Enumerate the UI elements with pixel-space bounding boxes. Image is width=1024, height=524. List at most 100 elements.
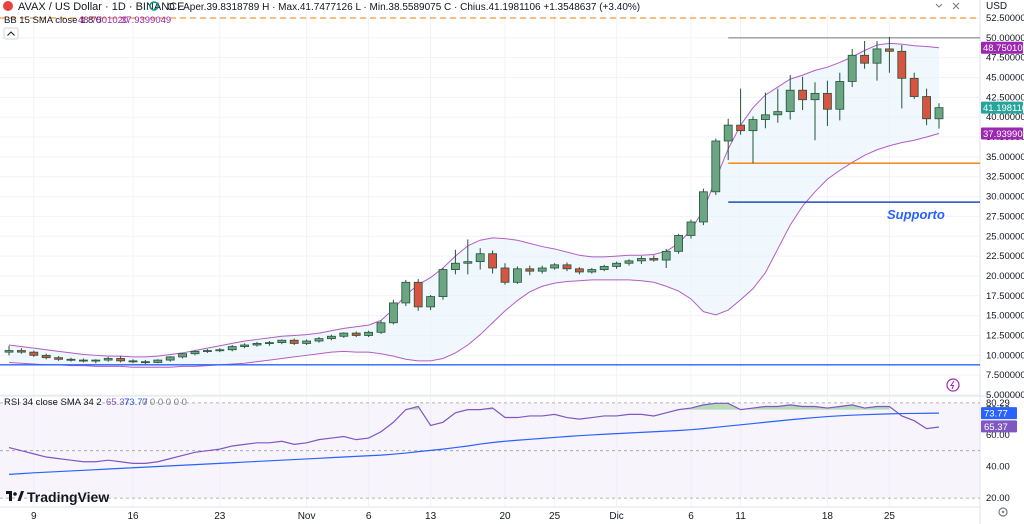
candle[interactable] (885, 37, 894, 73)
candle[interactable] (835, 72, 845, 121)
candle[interactable] (190, 350, 200, 356)
candle[interactable] (314, 337, 324, 343)
candle[interactable] (810, 82, 820, 141)
candle[interactable] (202, 348, 212, 353)
candle[interactable] (587, 268, 597, 274)
rsi-legend-label[interactable]: RSI 34 close SMA 34 2 (4, 397, 102, 408)
candle[interactable] (351, 331, 361, 338)
candle[interactable] (165, 356, 175, 362)
candle[interactable] (388, 299, 398, 325)
candle[interactable] (252, 341, 262, 347)
candle[interactable] (872, 40, 882, 81)
candle[interactable] (16, 348, 26, 354)
rsi-line[interactable] (8, 402, 940, 464)
candle[interactable] (550, 263, 559, 270)
candle[interactable] (326, 334, 336, 341)
candle[interactable] (128, 359, 138, 364)
bb-lower-line[interactable] (8, 133, 940, 368)
candle[interactable] (41, 353, 51, 360)
supporto-annotation[interactable]: Supporto (887, 207, 945, 222)
candle[interactable] (575, 267, 584, 275)
candle[interactable] (264, 341, 274, 346)
price-axis[interactable]: 52.5000000 50.0000000 47.5000000 45.0000000… (981, 13, 1024, 401)
candle[interactable] (860, 40, 869, 69)
flash-button[interactable] (946, 378, 960, 392)
candle[interactable] (699, 188, 708, 226)
symbol-title[interactable]: AVAX / US Dollar · 1D · BINANCE (18, 1, 184, 13)
candle[interactable] (909, 72, 919, 99)
candle[interactable] (525, 265, 535, 276)
candle[interactable] (785, 75, 795, 120)
candle[interactable] (711, 138, 721, 195)
candle[interactable] (661, 248, 671, 268)
price-tick-label: 17.5000000 (986, 291, 1024, 302)
candle[interactable] (612, 261, 621, 269)
candle[interactable] (562, 262, 572, 272)
currency-label[interactable]: USD (986, 1, 1007, 12)
candle[interactable] (66, 357, 76, 362)
time-axis[interactable]: 9 16 23 Nov 6 13 20 25 Dic 6 11 18 25 (31, 511, 895, 522)
candle[interactable] (438, 268, 448, 300)
candle[interactable] (376, 320, 386, 334)
candle[interactable] (364, 330, 374, 338)
candle[interactable] (500, 263, 510, 285)
collapse-legend-button[interactable] (3, 27, 19, 40)
candle[interactable] (277, 339, 287, 345)
settings-button[interactable] (998, 507, 1008, 517)
candle[interactable] (773, 88, 783, 123)
candle[interactable] (116, 356, 125, 363)
time-tick-label: 6 (688, 511, 694, 522)
candle[interactable] (54, 356, 63, 361)
candle[interactable] (748, 116, 758, 164)
candle[interactable] (674, 233, 683, 254)
candle[interactable] (227, 344, 237, 352)
candle[interactable] (463, 239, 473, 275)
candle[interactable] (4, 345, 14, 356)
bb-upper-line[interactable] (8, 42, 940, 358)
candle[interactable] (637, 256, 646, 265)
candle[interactable] (289, 338, 299, 345)
candle[interactable] (140, 360, 150, 365)
candle[interactable] (240, 343, 250, 349)
candle[interactable] (103, 356, 113, 362)
price-tick-label: 12.5000000 (986, 330, 1024, 341)
candle[interactable] (302, 339, 312, 345)
rsi-tag-text: 65.37 (984, 422, 1008, 433)
candle[interactable] (537, 265, 547, 274)
candle[interactable] (413, 279, 423, 311)
candle[interactable] (723, 118, 733, 161)
candle[interactable] (426, 294, 436, 311)
candle[interactable] (624, 259, 634, 266)
candle[interactable] (649, 255, 659, 262)
candle[interactable] (761, 92, 770, 129)
bb-legend-label[interactable]: BB 15 SMA close 1.8 0 (4, 15, 101, 26)
candle[interactable] (153, 359, 163, 364)
chevron-down-icon[interactable] (935, 3, 943, 8)
candle[interactable] (736, 88, 745, 135)
candle[interactable] (798, 76, 807, 111)
candle[interactable] (29, 350, 39, 357)
candle[interactable] (823, 80, 832, 126)
tradingview-logo[interactable]: TradingView (6, 489, 109, 505)
candle[interactable] (215, 348, 225, 353)
candle[interactable] (847, 48, 857, 88)
candle[interactable] (79, 358, 88, 363)
candle[interactable] (897, 44, 907, 109)
candle[interactable] (91, 359, 101, 364)
candle[interactable] (178, 352, 188, 359)
candle[interactable] (339, 332, 349, 338)
candle[interactable] (599, 264, 609, 272)
pane-controls[interactable] (935, 2, 960, 10)
candle[interactable] (934, 103, 944, 129)
candle[interactable] (488, 250, 498, 274)
candle[interactable] (401, 279, 411, 307)
candle[interactable] (513, 266, 522, 284)
rsi-sma-line[interactable] (8, 412, 940, 476)
candle[interactable] (686, 219, 696, 239)
candle[interactable] (450, 249, 460, 275)
candle[interactable] (922, 88, 931, 126)
close-icon[interactable] (952, 2, 960, 10)
candle[interactable] (475, 248, 485, 270)
